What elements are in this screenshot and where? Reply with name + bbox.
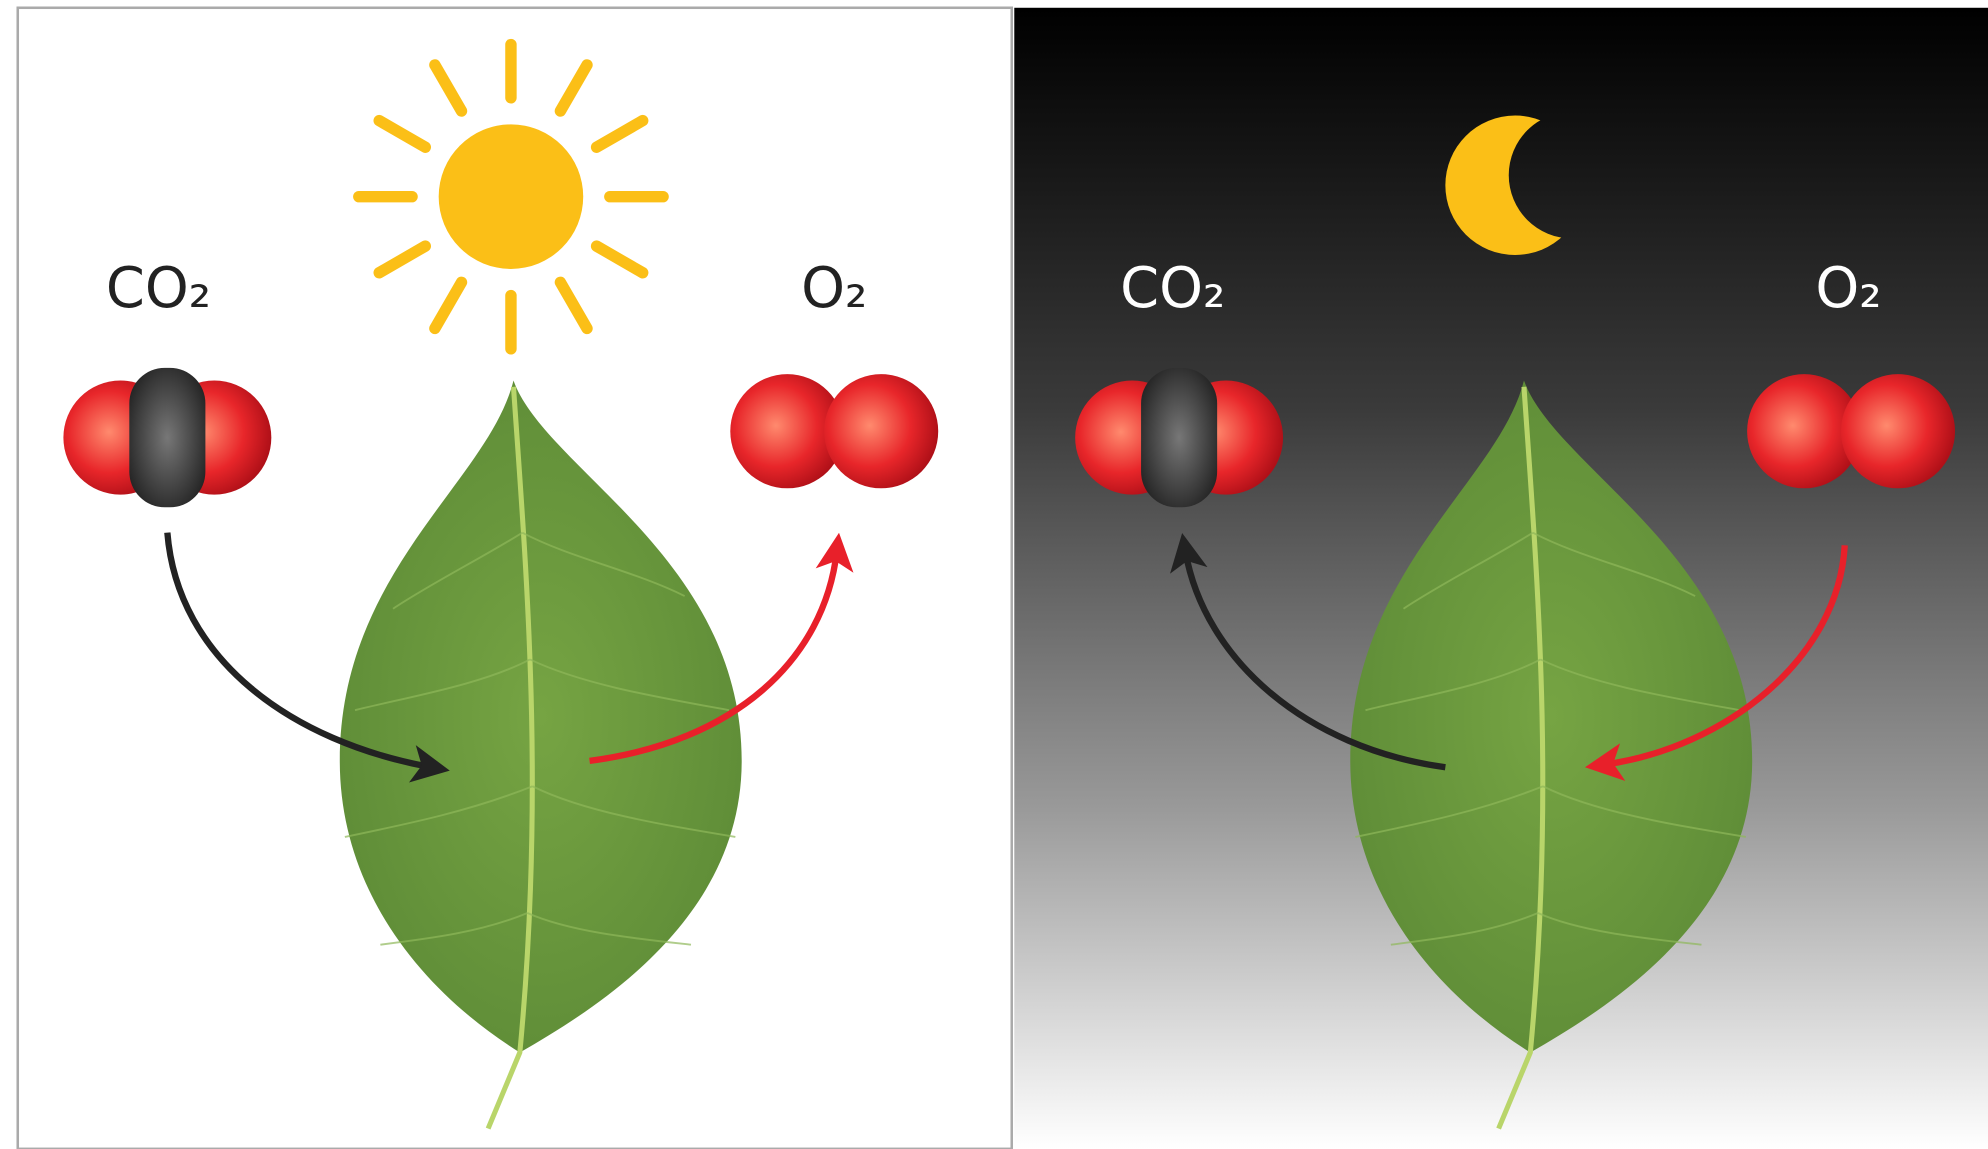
night-o2-label: O₂ (1815, 256, 1881, 321)
page: CO₂ O₂ CO₂ O₂ (() => { const data = JSON… (0, 0, 1988, 1149)
day-o2-label: O₂ (801, 256, 867, 321)
night-co2-label: CO₂ (1120, 256, 1225, 321)
day-co2-molecule (63, 368, 271, 507)
night-co2-molecule (1075, 368, 1283, 507)
moon (1445, 116, 1584, 255)
diagram: CO₂ O₂ CO₂ O₂ (0, 0, 1988, 1149)
day-co2-label: CO₂ (106, 256, 211, 321)
